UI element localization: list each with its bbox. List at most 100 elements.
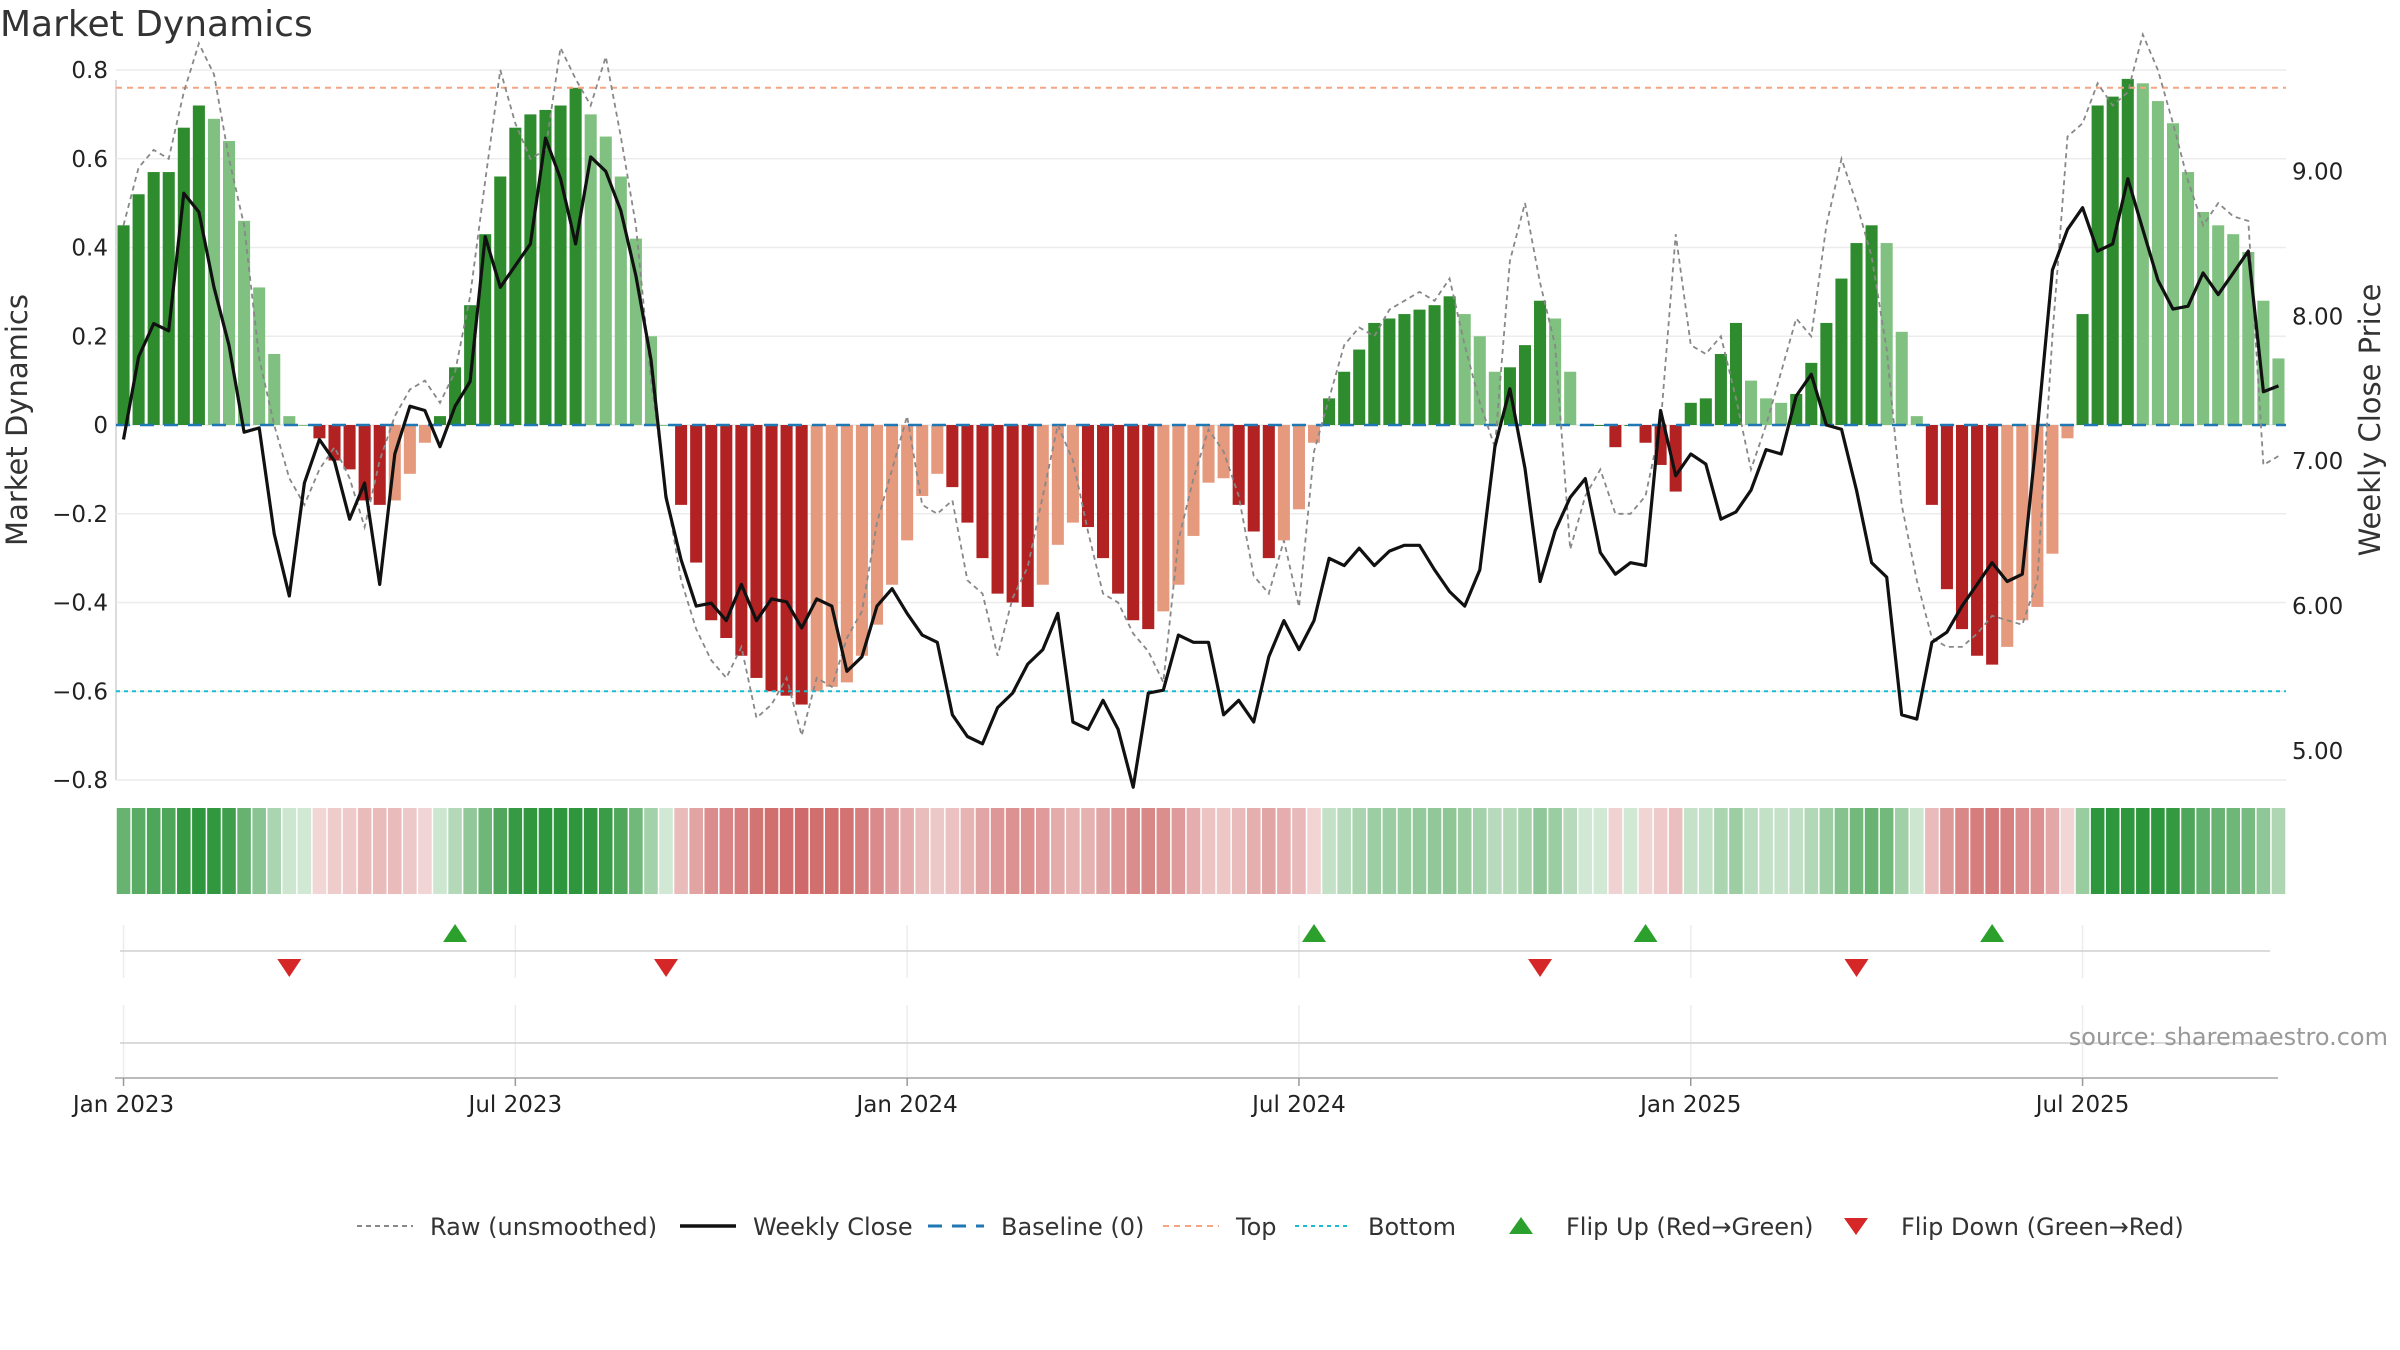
regime-cell [252,808,266,894]
dynamics-bar [2016,425,2029,621]
regime-cell [357,808,372,894]
regime-cell [1186,808,1201,894]
dynamics-bar [2106,96,2119,425]
regime-cell [1819,808,1834,894]
regime-cell [553,808,568,894]
legend-label: Flip Down (Green→Red) [1901,1213,2184,1241]
regime-cell [523,808,538,894]
dynamics-bar [524,114,537,425]
regime-cell [177,808,191,894]
regime-cell [207,808,221,894]
regime-cell [1126,808,1140,894]
regime-cell [1593,808,1608,894]
regime-strip [116,808,2286,894]
dynamics-bar [720,425,733,638]
regime-cell [2136,808,2150,894]
regime-cell [1231,808,1246,894]
dynamics-bar [1534,300,1547,425]
y2-axis-title: Weekly Close Price [2353,284,2387,557]
regime-cell [915,808,929,894]
dynamics-bar [1413,309,1426,425]
dynamics-bar [1443,296,1456,425]
regime-cell [403,808,417,894]
regime-cell [1277,808,1291,894]
dynamics-bar [1338,371,1351,425]
regime-cell [583,808,598,894]
regime-cell [2000,808,2014,894]
dynamics-bar [418,425,431,443]
regime-cell [1035,808,1050,894]
dynamics-bar [479,234,492,425]
x-tick-label: Jul 2025 [2034,1092,2130,1118]
flip-down-marker [277,959,302,977]
dynamics-bar [117,225,130,425]
regime-cell [493,808,508,894]
dynamics-bar [162,172,175,425]
bottom-panel [120,1005,2270,1080]
dynamics-bar [735,425,748,656]
regime-cell [960,808,975,894]
regime-cell [1668,808,1683,894]
dynamics-bar [705,425,718,621]
dynamics-bar [690,425,703,563]
dynamics-bar [539,109,552,425]
regime-cell [1849,808,1864,894]
dynamics-bar [554,105,567,425]
dynamics-bar [358,425,371,501]
regime-cell [1457,808,1472,894]
raw-line [122,31,2279,740]
source-note: source: sharemaestro.com [2069,1023,2388,1051]
regime-cell [1216,808,1231,894]
dynamics-bars [117,78,2285,705]
regime-cell [2060,808,2075,894]
regime-cell [2271,808,2286,894]
regime-cell [2256,808,2271,894]
dynamics-bar [1488,371,1501,425]
dynamics-bar [1247,425,1260,532]
regime-cell [659,808,673,894]
dynamics-bar [2001,425,2014,647]
dynamics-bar [1172,425,1185,585]
dynamics-bar [1051,425,1064,545]
regime-cell [870,808,884,894]
regime-cell [840,808,854,894]
dynamics-bar [192,105,205,425]
x-axis: Jan 2023 Jul 2023 Jan 2024 Jul 2024 Jan 2025… [71,1077,2278,1118]
regime-cell [1729,808,1743,894]
regime-cell [825,808,839,894]
regime-cell [1005,808,1020,894]
regime-cell [1367,808,1382,894]
regime-cell [297,808,312,894]
regime-cell [1925,808,1939,894]
regime-cell [1020,808,1035,894]
y2-tick-label: 5.00 [2292,739,2343,765]
regime-cell [1910,808,1924,894]
regime-cell [704,808,719,894]
legend-flip-down-swatch [1844,1218,1868,1235]
dynamics-bar [1609,425,1622,448]
regime-cell [794,808,809,894]
regime-cell [2090,808,2105,894]
dynamics-bar [855,425,868,656]
dynamics-bar [253,287,266,425]
dynamics-bar [433,416,447,425]
regime-cell [930,808,945,894]
dynamics-bar [207,118,220,425]
regime-cell [1864,808,1879,894]
dynamics-bar [1639,425,1652,443]
regime-cell [418,808,432,894]
regime-cell [1337,808,1351,894]
dynamics-bar [1066,425,1079,523]
dynamics-bar [1880,243,1893,425]
dynamics-bar [1850,243,1863,425]
regime-cell [1894,808,1909,894]
regime-cell [161,808,176,894]
x-tick-label: Jan 2024 [854,1092,957,1118]
regime-cell [734,808,749,894]
dynamics-bar [886,425,899,585]
regime-cell [1623,808,1638,894]
dynamics-bar [1202,425,1215,483]
dynamics-bar [494,176,507,425]
regime-cell [1201,808,1216,894]
regime-cell [1548,808,1562,894]
